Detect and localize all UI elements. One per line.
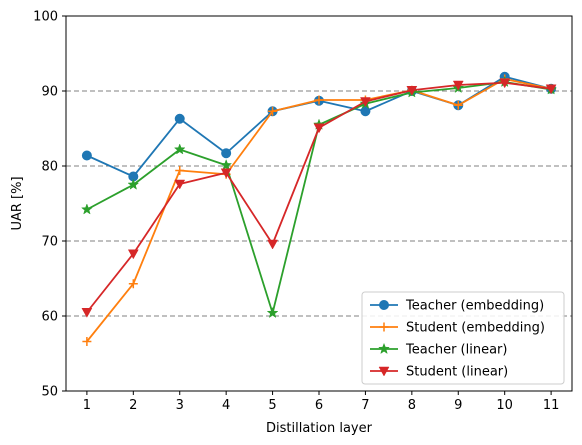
- x-tick-label: 6: [315, 398, 323, 413]
- series-line: [86, 81, 552, 314]
- legend-item: Student (embedding): [370, 321, 545, 336]
- legend-label: Teacher (linear): [405, 343, 507, 358]
- x-axis-label: Distillation layer: [266, 421, 373, 436]
- data-point: [313, 123, 325, 134]
- data-point: [545, 84, 557, 95]
- data-point: [406, 86, 418, 96]
- data-point: [268, 106, 278, 116]
- data-point: [267, 239, 279, 250]
- x-tick-label: 10: [496, 398, 513, 413]
- x-tick-label: 9: [454, 398, 462, 413]
- y-axis: 50 60 70 80 90 100: [33, 10, 66, 400]
- legend-marker: [378, 342, 390, 355]
- x-axis: 1 2 3 4 5 6 7 8 9 10 11: [83, 391, 560, 413]
- data-point: [127, 178, 140, 190]
- legend-marker: [379, 322, 389, 332]
- data-point: [127, 249, 139, 260]
- x-tick-label: 4: [222, 398, 230, 413]
- data-point: [175, 166, 185, 175]
- legend-box: [361, 291, 565, 385]
- data-point: [128, 279, 138, 289]
- series-group: [80, 71, 558, 346]
- x-tick-label: 2: [129, 398, 137, 413]
- y-tick-label: 90: [41, 85, 58, 100]
- legend-label: Student (linear): [406, 365, 508, 380]
- data-point: [82, 337, 92, 346]
- x-tick-label: 7: [361, 398, 369, 413]
- legend-marker: [379, 300, 389, 310]
- data-point: [314, 95, 324, 105]
- x-tick-label: 5: [268, 398, 276, 413]
- legend: Teacher (embedding) Student (embedding) Te…: [361, 291, 565, 385]
- y-axis-label: UAR [%]: [10, 176, 25, 230]
- data-point: [220, 159, 233, 171]
- data-point: [499, 78, 511, 89]
- series-3: [81, 78, 557, 318]
- data-point: [453, 100, 463, 110]
- data-point: [174, 113, 185, 124]
- y-tick-label: 70: [41, 235, 58, 250]
- data-point: [81, 150, 92, 161]
- series-line: [86, 81, 552, 313]
- data-point: [221, 148, 232, 159]
- data-point: [81, 308, 93, 318]
- data-point: [220, 168, 232, 179]
- legend-item: Student (linear): [370, 365, 508, 380]
- data-point: [266, 306, 279, 319]
- data-point: [359, 97, 371, 108]
- legend-label: Student (embedding): [406, 321, 545, 336]
- x-tick-label: 11: [543, 398, 560, 413]
- legend-item: Teacher (linear): [370, 343, 507, 358]
- data-point: [452, 80, 464, 91]
- x-tick-label: 1: [83, 398, 91, 413]
- y-tick-label: 100: [33, 10, 58, 25]
- series-2: [80, 75, 558, 319]
- y-tick-label: 50: [41, 385, 58, 400]
- data-point: [173, 143, 186, 155]
- y-tick-label: 80: [41, 160, 58, 175]
- x-tick-label: 8: [408, 398, 416, 413]
- y-tick-label: 60: [41, 310, 58, 325]
- data-point: [174, 179, 186, 190]
- legend-item: Teacher (embedding): [370, 299, 544, 314]
- data-point: [80, 203, 93, 215]
- x-tick-label: 3: [176, 398, 184, 413]
- legend-label: Teacher (embedding): [405, 299, 544, 314]
- legend-marker: [378, 366, 390, 377]
